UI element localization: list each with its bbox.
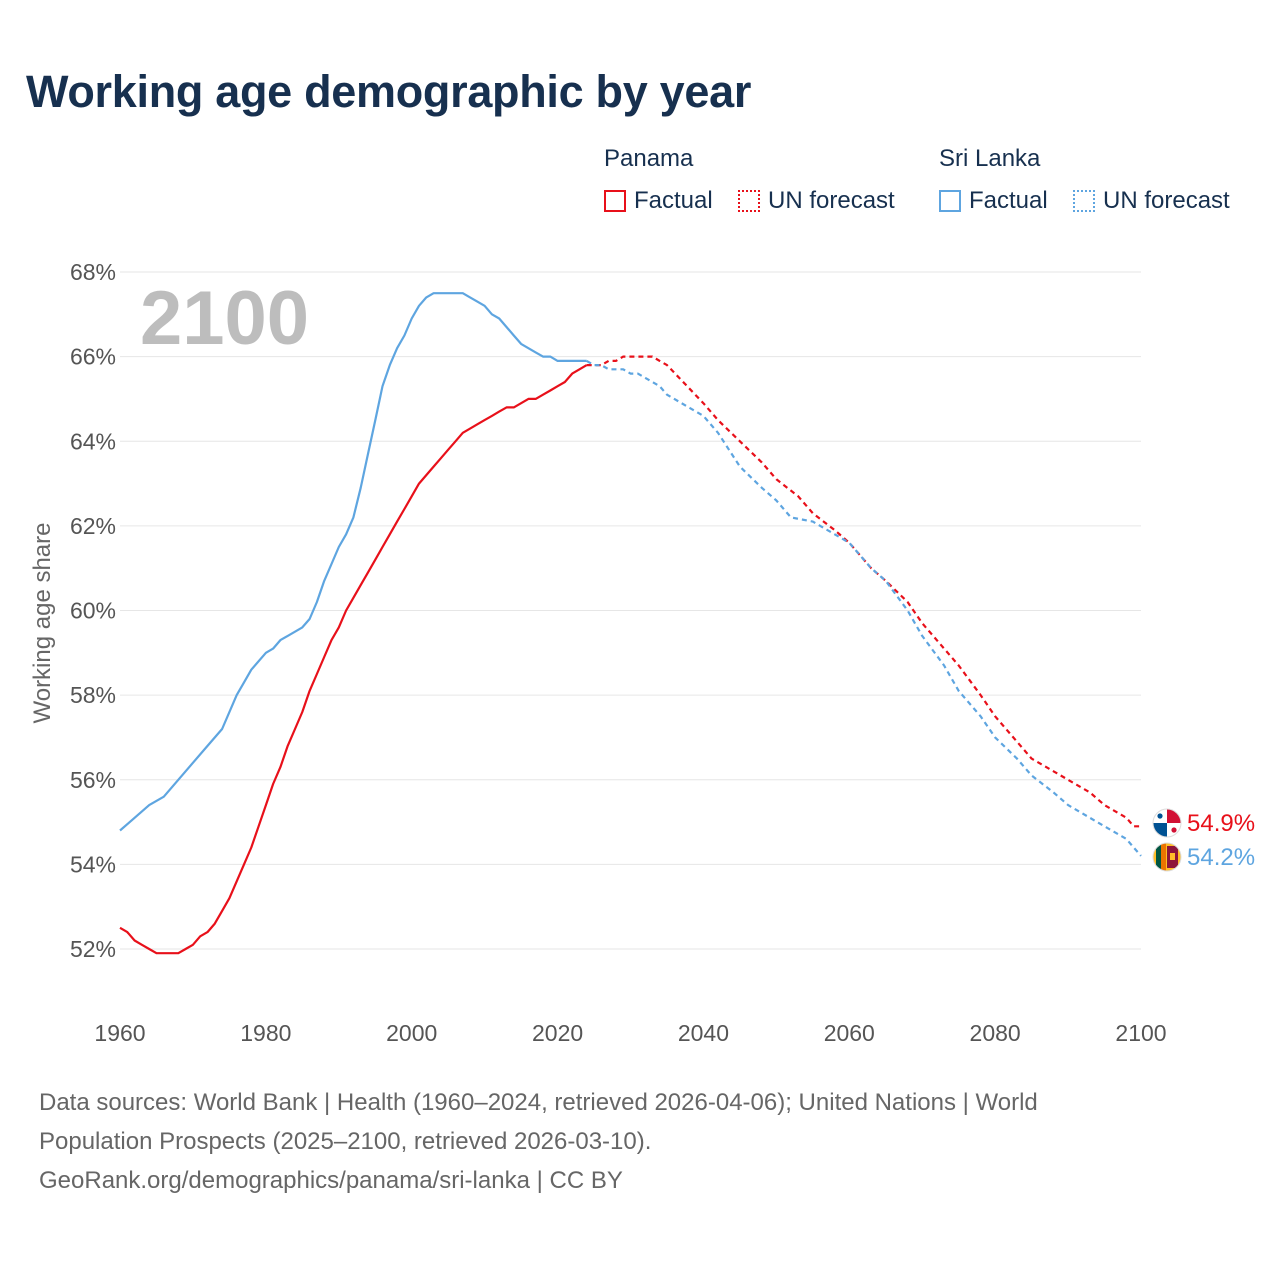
y-tick-label: 66% — [70, 344, 116, 370]
y-tick-label: 52% — [70, 936, 116, 962]
x-tick-label: 2000 — [386, 1020, 437, 1046]
legend-swatch-dotted-icon — [738, 190, 760, 212]
legend-swatch-solid-icon — [604, 190, 626, 212]
legend-swatch-dotted-icon — [1073, 190, 1095, 212]
y-tick-label: 54% — [70, 851, 116, 877]
sri-lanka-flag-icon — [1152, 842, 1182, 872]
legend-panama-factual[interactable]: Factual — [604, 185, 713, 217]
series-line-sri-lanka-forecast — [586, 359, 1142, 857]
footer-sources-line2: Population Prospects (2025–2100, retriev… — [39, 1128, 652, 1155]
legend-label: UN forecast — [768, 187, 895, 214]
end-value-label-sri-lanka: 54.2% — [1187, 844, 1255, 871]
x-tick-label: 2060 — [824, 1020, 875, 1046]
y-tick-label: 62% — [70, 513, 116, 539]
x-tick-label: 1960 — [94, 1020, 145, 1046]
footer-source-url: GeoRank.org/demographics/panama/sri-lank… — [39, 1167, 623, 1194]
series-line-panama-forecast — [586, 355, 1141, 828]
legend-group-sri-lanka: Sri Lanka — [939, 145, 1041, 172]
x-tick-label: 2020 — [532, 1020, 583, 1046]
legend-panama-forecast[interactable]: UN forecast — [738, 185, 895, 217]
legend-swatch-solid-icon — [939, 190, 961, 212]
legend-sri-lanka-factual[interactable]: Factual — [939, 185, 1048, 217]
x-tick-label: 2040 — [678, 1020, 729, 1046]
y-tick-label: 58% — [70, 682, 116, 708]
legend-label: UN forecast — [1103, 187, 1230, 214]
x-tick-label: 2080 — [970, 1020, 1021, 1046]
y-tick-label: 56% — [70, 767, 116, 793]
footer-sources-line1: Data sources: World Bank | Health (1960–… — [39, 1089, 1038, 1116]
end-value-label-panama: 54.9% — [1187, 810, 1255, 837]
year-watermark: 2100 — [140, 276, 309, 361]
legend-label: Factual — [634, 187, 713, 214]
x-tick-label: 2100 — [1115, 1020, 1166, 1046]
y-axis-title: Working age share — [29, 523, 56, 724]
x-tick-label: 1980 — [240, 1020, 291, 1046]
legend-sri-lanka-forecast[interactable]: UN forecast — [1073, 185, 1230, 217]
series-line-sri-lanka-factual — [119, 292, 587, 832]
panama-flag-icon — [1152, 808, 1182, 838]
y-tick-label: 64% — [70, 428, 116, 454]
y-tick-label: 68% — [70, 259, 116, 285]
legend-group-panama: Panama — [604, 145, 694, 172]
y-tick-label: 60% — [70, 598, 116, 624]
chart-title: Working age demographic by year — [26, 66, 752, 117]
series-line-panama-factual — [119, 364, 588, 955]
legend-label: Factual — [969, 187, 1048, 214]
